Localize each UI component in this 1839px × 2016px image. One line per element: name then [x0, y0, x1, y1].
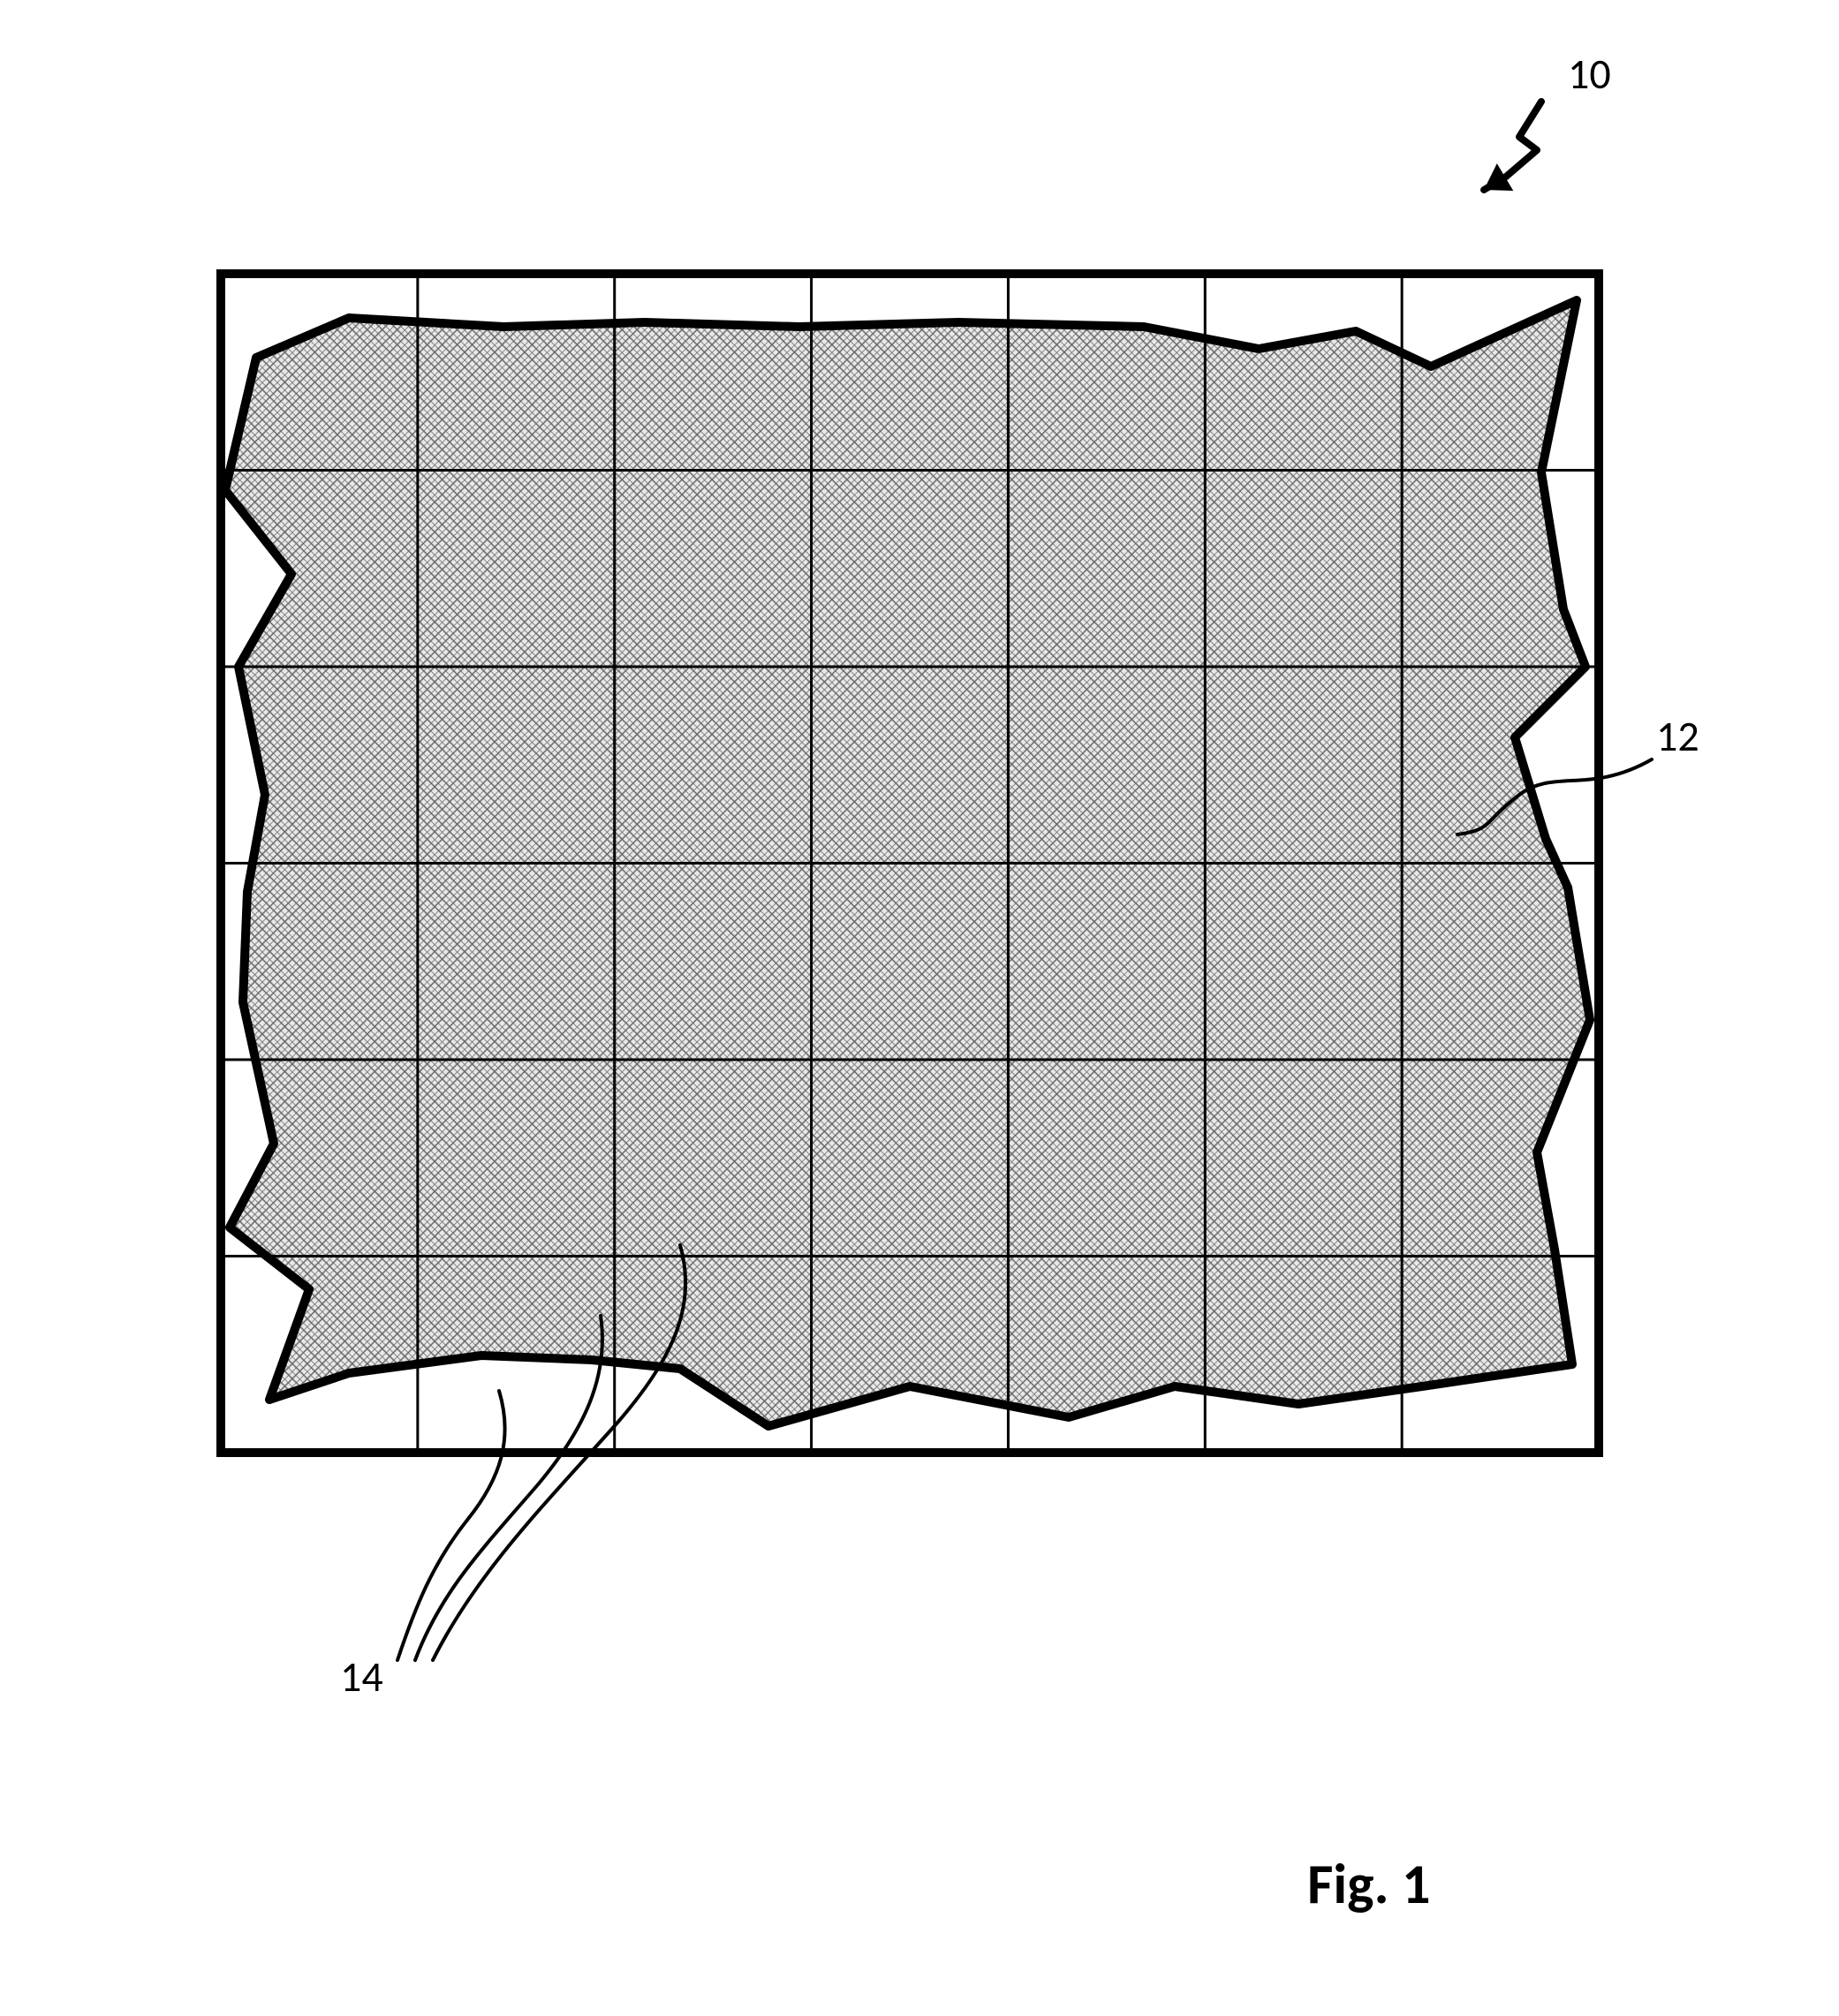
label-ref-10: 10 [1568, 48, 1611, 100]
callout-curve-14-0 [397, 1391, 505, 1660]
label-ref-12: 12 [1656, 710, 1699, 762]
label-ref-14: 14 [340, 1650, 383, 1703]
figure-caption: Fig. 1 [1307, 1850, 1430, 1919]
callout-curve-14-1 [415, 1316, 602, 1660]
